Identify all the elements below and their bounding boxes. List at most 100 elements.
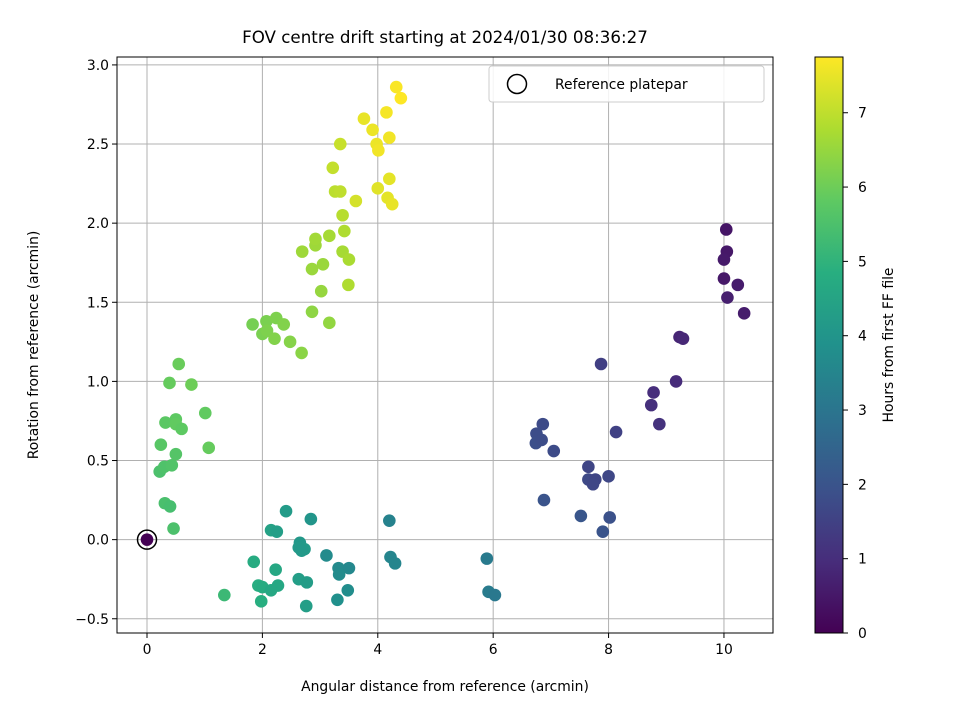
data-point (323, 316, 336, 330)
data-point (268, 332, 281, 345)
data-point (305, 262, 319, 276)
y-tick-label: 1.0 (87, 374, 109, 390)
colorbar-label: Hours from first FF file (881, 268, 897, 423)
legend-label-reference: Reference platepar (555, 77, 688, 93)
data-point (547, 444, 561, 458)
plot-frame (116, 56, 774, 634)
data-point (169, 447, 183, 461)
data-point (167, 522, 180, 535)
y-tick-label: 0.5 (87, 454, 109, 470)
data-point (594, 357, 608, 371)
data-point (383, 131, 396, 145)
data-point (332, 568, 346, 581)
colorbar-tick-label: 0 (858, 626, 867, 642)
data-point (264, 583, 278, 597)
data-point (717, 253, 731, 266)
data-point (349, 194, 363, 208)
x-axis-ticks: 0 2 4 6 8 10 (143, 633, 733, 658)
data-point (309, 232, 322, 246)
data-point (342, 253, 356, 266)
data-point (480, 552, 494, 565)
data-point (165, 458, 179, 472)
data-point (295, 544, 308, 558)
y-axis-label: Rotation from reference (arcmin) (26, 231, 42, 460)
data-point (260, 324, 274, 338)
data-point (260, 314, 273, 328)
data-point (731, 278, 745, 292)
reference-marker-layer (136, 529, 158, 550)
data-point (314, 284, 328, 298)
data-point (323, 229, 336, 243)
reference-platepar-marker (136, 529, 158, 550)
data-point (582, 460, 595, 474)
y-tick-label: 2.5 (87, 137, 109, 153)
data-point (737, 307, 751, 320)
data-point (333, 185, 347, 198)
data-point (338, 224, 351, 238)
data-point (644, 398, 658, 412)
data-point (246, 318, 259, 331)
data-point (140, 533, 154, 546)
colorbar-tick-label: 7 (858, 106, 867, 122)
data-point (163, 376, 176, 390)
colorbar-tick-label: 4 (858, 329, 867, 345)
data-point (277, 318, 291, 331)
grid-lines (117, 57, 773, 633)
data-point (535, 433, 548, 447)
data-point (394, 91, 408, 105)
data-point (609, 425, 623, 439)
legend: Reference platepar (488, 65, 765, 103)
y-tick-label: 3.0 (87, 58, 109, 74)
data-point (388, 557, 402, 570)
data-point (331, 593, 344, 607)
data-point (341, 583, 355, 597)
data-point (721, 291, 734, 304)
colorbar-tick-label: 2 (858, 477, 867, 493)
colorbar-gradient (814, 56, 844, 634)
colorbar-tick-label: 5 (858, 254, 867, 270)
x-tick-label: 10 (715, 642, 733, 658)
data-point (342, 561, 356, 575)
data-point (154, 438, 168, 451)
data-point (669, 375, 683, 388)
colorbar-tick-label: 6 (858, 180, 867, 196)
data-point (198, 406, 212, 420)
data-point (537, 493, 551, 507)
data-point (676, 332, 690, 345)
colorbar-ticks: 0 1 2 3 4 5 6 7 (843, 106, 867, 642)
data-point (175, 422, 188, 436)
data-point (279, 504, 293, 518)
data-point (202, 441, 216, 455)
data-point (299, 599, 313, 613)
data-point (172, 357, 186, 371)
y-tick-label: 0.0 (87, 533, 109, 549)
data-point (333, 137, 347, 151)
data-point (586, 477, 600, 491)
data-point (163, 500, 177, 513)
data-point (269, 563, 282, 577)
data-point (385, 197, 399, 211)
data-point (383, 514, 396, 527)
y-axis-ticks: −0.5 0.0 0.5 1.0 1.5 2.0 2.5 3.0 (75, 58, 117, 628)
data-point (336, 208, 349, 222)
data-point (295, 245, 309, 258)
y-tick-label: 2.0 (87, 216, 109, 232)
data-point (380, 106, 393, 119)
colorbar-tick-label: 1 (858, 552, 867, 568)
data-point (488, 588, 502, 602)
data-point (602, 470, 615, 483)
data-point (372, 144, 385, 157)
y-tick-label: 1.5 (87, 295, 109, 311)
chart-title: FOV centre drift starting at 2024/01/30 … (242, 27, 648, 47)
data-point (304, 512, 318, 526)
data-point (603, 511, 617, 524)
data-point (254, 595, 268, 608)
data-point (653, 417, 666, 431)
legend-box (488, 65, 765, 103)
data-point (342, 278, 355, 292)
x-tick-label: 0 (143, 642, 152, 658)
data-point (366, 123, 379, 137)
x-axis-label: Angular distance from reference (arcmin) (301, 679, 589, 695)
data-point (536, 417, 550, 431)
data-point (320, 549, 333, 562)
